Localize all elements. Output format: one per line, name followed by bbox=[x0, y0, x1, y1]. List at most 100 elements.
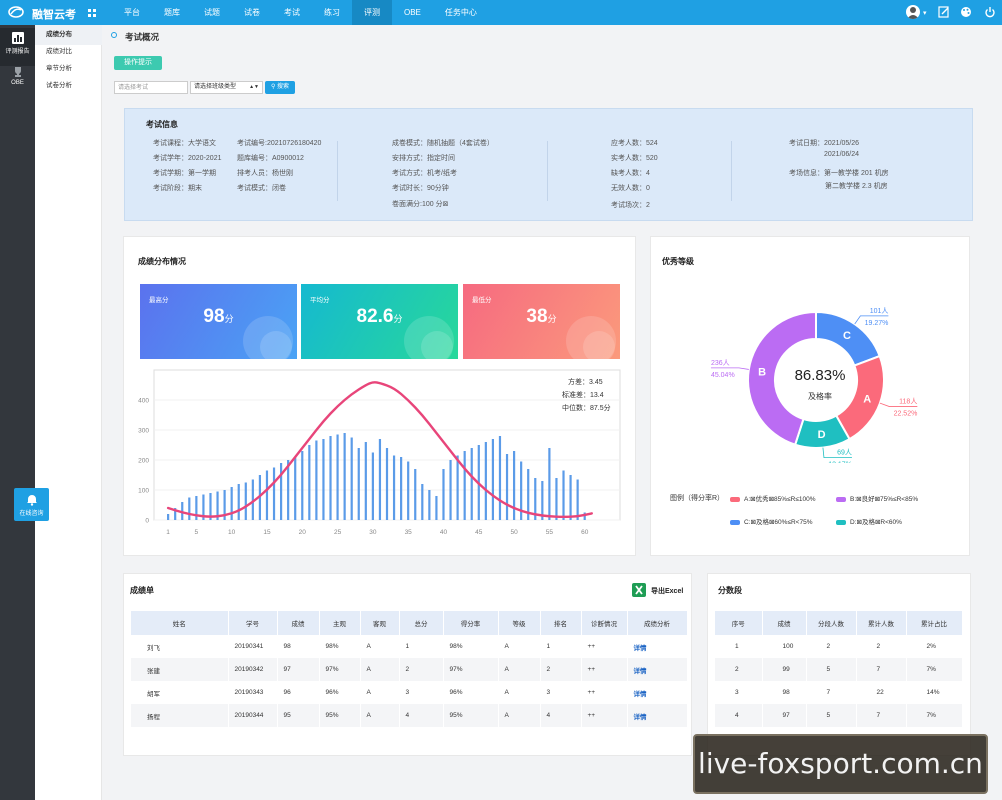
bar bbox=[371, 452, 374, 520]
detail-link[interactable]: 详情 bbox=[627, 658, 688, 681]
table-cell: ++ bbox=[581, 658, 628, 681]
table-cell: A bbox=[498, 658, 541, 681]
avatar[interactable] bbox=[906, 5, 920, 19]
info-mode: 考试模式：闭卷 bbox=[237, 185, 286, 192]
table-cell: 4 bbox=[715, 704, 763, 727]
palette-icon[interactable] bbox=[960, 6, 972, 18]
table-cell: 22 bbox=[856, 681, 907, 704]
bar bbox=[195, 496, 198, 520]
bar bbox=[400, 457, 403, 520]
nav-question-bank[interactable]: 题库 bbox=[164, 8, 180, 17]
info-actual: 实考人数：520 bbox=[611, 155, 658, 162]
table-cell: 胡军 bbox=[131, 681, 229, 704]
table-cell: 95 bbox=[277, 704, 320, 727]
bar bbox=[456, 455, 459, 520]
submenu-score-distribution[interactable]: 成绩分布 bbox=[35, 25, 102, 45]
x-tick-label: 30 bbox=[369, 529, 377, 536]
table-cell: 14% bbox=[906, 681, 963, 704]
y-tick-label: 400 bbox=[138, 398, 149, 405]
bar bbox=[541, 481, 544, 520]
bar bbox=[223, 490, 226, 520]
nav-papers[interactable]: 试卷 bbox=[244, 8, 260, 17]
slice-letter: C bbox=[843, 330, 851, 342]
online-consult-button[interactable]: 在线咨询 bbox=[14, 488, 49, 521]
rail-item-label: OBE bbox=[11, 80, 24, 86]
column-header: 客观 bbox=[360, 611, 400, 635]
search-button[interactable]: ⚲ 搜索 bbox=[265, 81, 295, 94]
grades-title: 成绩单 bbox=[130, 586, 154, 595]
export-excel-button[interactable]: 导出Excel bbox=[651, 588, 684, 595]
table-cell: 1 bbox=[715, 635, 763, 658]
stat-label: 平均分 bbox=[310, 297, 330, 304]
info-paper-mode: 成卷模式：随机抽题（4套试卷） bbox=[392, 140, 494, 147]
submenu-chapter-analysis[interactable]: 章节分析 bbox=[46, 65, 72, 72]
bar bbox=[392, 455, 396, 520]
table-cell: 张建 bbox=[131, 658, 229, 681]
nav-questions[interactable]: 试题 bbox=[204, 8, 220, 17]
legend-label: C:⊠及格⊠60%≤R<75% bbox=[744, 519, 813, 526]
nav-evaluation[interactable]: 评测 bbox=[352, 0, 392, 25]
table-cell: ++ bbox=[581, 704, 628, 727]
edit-icon[interactable] bbox=[938, 6, 950, 18]
stat-value: 38分 bbox=[463, 306, 620, 328]
bar bbox=[301, 451, 304, 520]
detail-link[interactable]: 详情 bbox=[627, 635, 688, 658]
label-leader bbox=[854, 315, 889, 325]
bar bbox=[491, 439, 495, 520]
rail-item-obe[interactable]: OBE bbox=[0, 62, 35, 100]
table-cell: 98% bbox=[319, 635, 361, 658]
column-header: 序号 bbox=[715, 611, 763, 635]
excel-icon[interactable] bbox=[632, 583, 646, 597]
grade-title: 优秀等级 bbox=[662, 257, 694, 266]
bar bbox=[181, 502, 184, 520]
power-icon[interactable] bbox=[984, 6, 996, 18]
stat-number: 38 bbox=[526, 306, 548, 327]
nav-platform[interactable]: 平台 bbox=[124, 8, 140, 17]
operation-tip-button[interactable]: 操作提示 bbox=[114, 56, 162, 70]
bar bbox=[230, 487, 233, 520]
exam-info-panel: 考试信息 考试课程：大学语文 考试学年：2020-2021 考试学期：第一学期 … bbox=[124, 108, 973, 221]
table-cell: 97 bbox=[762, 704, 807, 727]
submenu-score-compare[interactable]: 成绩对比 bbox=[46, 48, 72, 55]
detail-link[interactable]: 详情 bbox=[627, 681, 688, 704]
y-tick-label: 0 bbox=[145, 518, 149, 525]
table-cell: 100 bbox=[762, 635, 807, 658]
bar bbox=[512, 451, 516, 520]
rail-item-report[interactable]: 评测报告 bbox=[0, 28, 35, 66]
nav-task-center[interactable]: 任务中心 bbox=[444, 8, 477, 17]
nav-obe[interactable]: OBE bbox=[404, 8, 421, 17]
main-nav: 平台 题库 试题 试卷 考试 练习 评测 OBE 任务中心 bbox=[112, 0, 489, 25]
pass-rate-value: 86.83% bbox=[795, 367, 846, 384]
table-cell: 20190342 bbox=[228, 658, 278, 681]
submenu-paper-analysis[interactable]: 试卷分析 bbox=[46, 82, 72, 89]
column-header: 成绩分析 bbox=[627, 611, 688, 635]
bar bbox=[583, 512, 586, 520]
stat-number: 98 bbox=[203, 306, 225, 327]
stat-label: 最低分 bbox=[472, 297, 492, 304]
legend-label: D:⊠及格⊠R<60% bbox=[850, 519, 902, 526]
stat-min-score: 最低分 38分 bbox=[463, 284, 620, 359]
table-cell: 2 bbox=[399, 658, 444, 681]
grid-menu-icon[interactable] bbox=[88, 9, 96, 17]
decor-circle bbox=[260, 331, 292, 359]
nav-exams[interactable]: 考试 bbox=[284, 8, 300, 17]
class-type-select[interactable]: 请选择班级类型 ▲▼ bbox=[190, 81, 263, 94]
exam-select-input[interactable] bbox=[114, 81, 188, 94]
table-cell: 7% bbox=[906, 658, 963, 681]
stat-number: 82.6 bbox=[356, 306, 394, 327]
nav-practice[interactable]: 练习 bbox=[324, 8, 340, 17]
table-cell: ++ bbox=[581, 635, 628, 658]
x-tick-label: 40 bbox=[440, 529, 448, 536]
bar bbox=[520, 461, 523, 520]
chevron-down-icon[interactable]: ▾ bbox=[923, 10, 927, 17]
table-cell: 98 bbox=[277, 635, 320, 658]
table-cell: 20190343 bbox=[228, 681, 278, 704]
detail-link[interactable]: 详情 bbox=[627, 704, 688, 727]
legend-item: D:⊠及格⊠R<60% bbox=[836, 516, 902, 526]
legend-swatch bbox=[836, 496, 846, 502]
column-header: 姓名 bbox=[131, 611, 229, 635]
info-arrangement: 安排方式：指定时间 bbox=[392, 155, 455, 162]
table-cell: 98 bbox=[762, 681, 807, 704]
search-icon: ⚲ bbox=[270, 84, 276, 90]
